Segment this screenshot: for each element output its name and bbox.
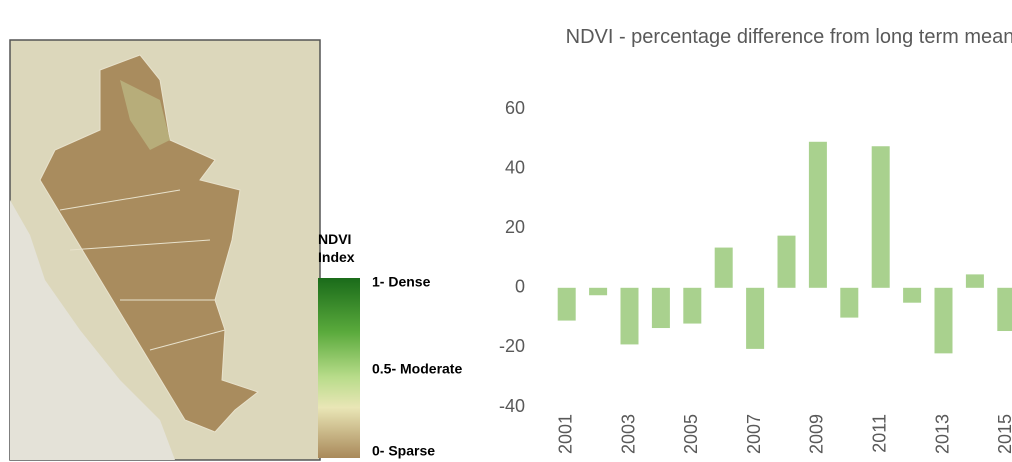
x-tick-label: 2015 [995, 414, 1012, 454]
bar [935, 288, 953, 354]
x-tick-label: 2005 [681, 414, 701, 454]
y-tick-label: 40 [505, 157, 525, 177]
bar [872, 146, 890, 288]
bar [966, 274, 984, 287]
x-tick-label: 2003 [618, 414, 638, 454]
legend-label: 0.5- Moderate [372, 361, 462, 377]
chart: NDVI Index 1- Dense 0.5- Moderate 0- Sparse… [0, 0, 1012, 462]
x-tick-label: 2013 [932, 414, 952, 454]
bar [746, 288, 764, 349]
legend-label: 0- Sparse [372, 443, 435, 459]
x-tick-label: 2011 [869, 414, 889, 453]
x-tick-label: 2007 [744, 414, 764, 454]
y-tick-label: 20 [505, 217, 525, 237]
chart-title: NDVI - percentage difference from long t… [560, 22, 1012, 52]
y-tick-label: -20 [499, 336, 525, 356]
bar [715, 248, 733, 288]
bar [652, 288, 670, 328]
bar [903, 288, 921, 303]
page: NDVI Index 1- Dense 0.5- Moderate 0- Sparse… [0, 0, 1012, 462]
x-tick-label: 2009 [807, 414, 827, 454]
legend-label: 1- Dense [372, 274, 431, 290]
bar [589, 288, 607, 295]
legend-title-text: Index [318, 249, 355, 265]
x-tick-label: 2001 [555, 414, 575, 454]
y-tick-label: 60 [505, 98, 525, 118]
bar [683, 288, 701, 324]
bar [778, 236, 796, 288]
legend-title-text: NDVI [318, 231, 351, 247]
y-tick-label: -40 [499, 396, 525, 416]
bar [621, 288, 639, 345]
bar [997, 288, 1012, 331]
legend-gradient [318, 278, 360, 458]
bar [809, 142, 827, 288]
bar [558, 288, 576, 321]
legend-title: NDVI Index [318, 231, 355, 265]
y-tick-label: 0 [515, 277, 525, 297]
bar [840, 288, 858, 318]
